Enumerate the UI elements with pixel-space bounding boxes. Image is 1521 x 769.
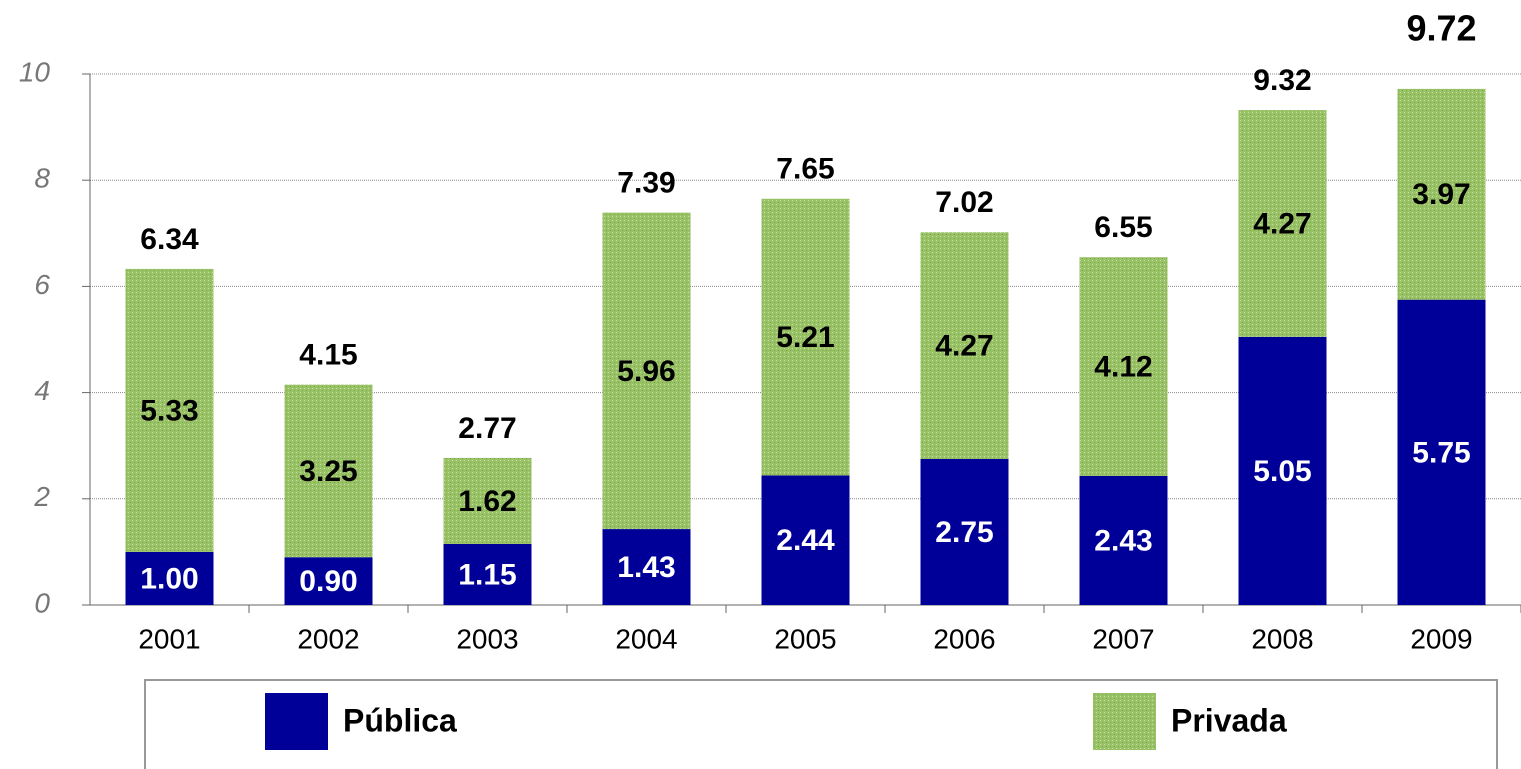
x-tick-label: 2002 bbox=[297, 623, 359, 654]
value-label: 5.75 bbox=[1412, 436, 1470, 469]
y-tick-label: 8 bbox=[34, 163, 50, 194]
value-label: 3.25 bbox=[299, 455, 357, 488]
bar-segment bbox=[125, 268, 214, 552]
total-label: 9.32 bbox=[1253, 64, 1311, 97]
bar-segment bbox=[1397, 299, 1486, 605]
total-label: 4.15 bbox=[299, 339, 357, 372]
bar-segment bbox=[602, 212, 691, 530]
bar-segment bbox=[1079, 257, 1168, 476]
value-label: 1.62 bbox=[458, 485, 516, 518]
bar-segment bbox=[125, 551, 214, 605]
bar-segment bbox=[761, 198, 850, 476]
value-label: 1.15 bbox=[458, 558, 516, 591]
total-label: 2.77 bbox=[458, 412, 516, 445]
bar-segment bbox=[443, 543, 532, 605]
total-label: 7.65 bbox=[776, 153, 834, 186]
value-label: 2.43 bbox=[1094, 524, 1152, 557]
value-label: 1.00 bbox=[140, 562, 198, 595]
value-label: 5.33 bbox=[140, 394, 198, 427]
bar-segment bbox=[1238, 336, 1327, 605]
x-tick-label: 2004 bbox=[615, 623, 677, 654]
y-tick-label: 2 bbox=[33, 481, 50, 512]
bar-segment bbox=[602, 529, 691, 605]
x-tick-label: 2001 bbox=[138, 623, 200, 654]
legend-box bbox=[144, 679, 1498, 769]
bar-segment bbox=[284, 384, 373, 558]
total-label: 7.39 bbox=[617, 167, 675, 200]
bar-segment bbox=[920, 458, 1009, 605]
legend-swatch bbox=[265, 693, 328, 750]
value-label: 4.12 bbox=[1094, 351, 1152, 384]
bar-segment bbox=[1397, 88, 1486, 300]
bar-segment bbox=[1238, 110, 1327, 337]
value-label: 2.44 bbox=[776, 524, 835, 557]
bar-segment bbox=[284, 557, 373, 605]
y-tick-label: 0 bbox=[34, 587, 50, 618]
bar-segment bbox=[443, 457, 532, 544]
y-tick-label: 4 bbox=[34, 375, 50, 406]
value-label: 0.90 bbox=[299, 565, 357, 598]
x-tick-label: 2008 bbox=[1251, 623, 1313, 654]
value-label: 4.27 bbox=[1253, 207, 1311, 240]
total-label: 6.34 bbox=[140, 223, 199, 256]
value-label: 3.97 bbox=[1412, 178, 1470, 211]
total-label: 6.55 bbox=[1094, 211, 1152, 244]
bar-segment bbox=[1079, 475, 1168, 605]
y-tick-label: 10 bbox=[19, 56, 51, 87]
bar-segment bbox=[920, 232, 1009, 459]
x-tick-label: 2005 bbox=[774, 623, 836, 654]
value-label: 5.96 bbox=[617, 355, 675, 388]
x-tick-label: 2009 bbox=[1410, 623, 1472, 654]
total-label: 7.02 bbox=[935, 186, 993, 219]
y-tick-label: 6 bbox=[34, 269, 50, 300]
value-label: 5.05 bbox=[1253, 455, 1311, 488]
legend-swatch bbox=[1093, 693, 1156, 750]
value-label: 5.21 bbox=[776, 321, 834, 354]
total-label: 9.72 bbox=[1406, 7, 1476, 48]
value-label: 2.75 bbox=[935, 516, 993, 549]
bar-segment bbox=[761, 475, 850, 605]
x-tick-label: 2007 bbox=[1092, 623, 1154, 654]
x-tick-label: 2006 bbox=[933, 623, 995, 654]
value-label: 1.43 bbox=[617, 551, 675, 584]
legend-label: Pública bbox=[343, 702, 457, 738]
x-tick-label: 2003 bbox=[456, 623, 518, 654]
legend-label: Privada bbox=[1171, 702, 1287, 738]
value-label: 4.27 bbox=[935, 330, 993, 363]
